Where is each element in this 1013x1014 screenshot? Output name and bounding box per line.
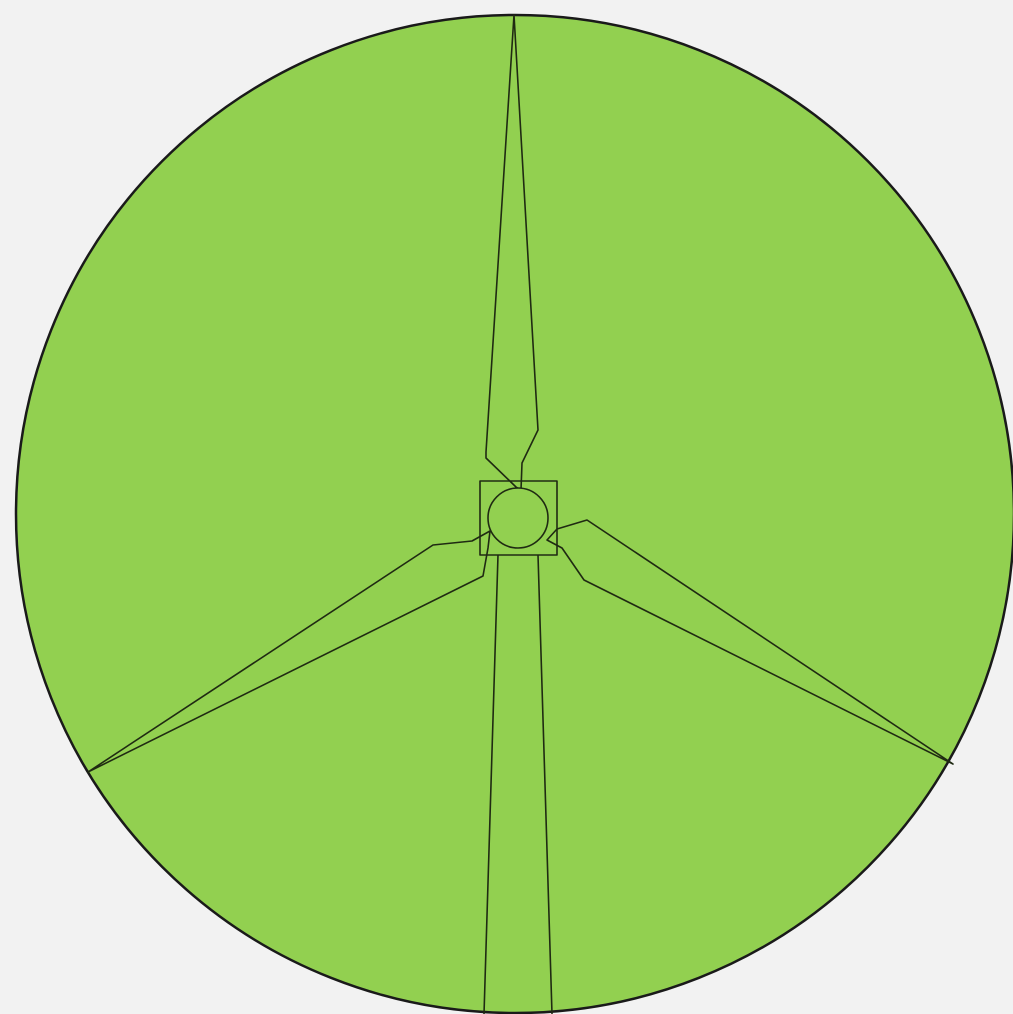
hub xyxy=(488,488,548,548)
page xyxy=(0,0,1013,1014)
wind-turbine-icon xyxy=(0,0,1013,1014)
